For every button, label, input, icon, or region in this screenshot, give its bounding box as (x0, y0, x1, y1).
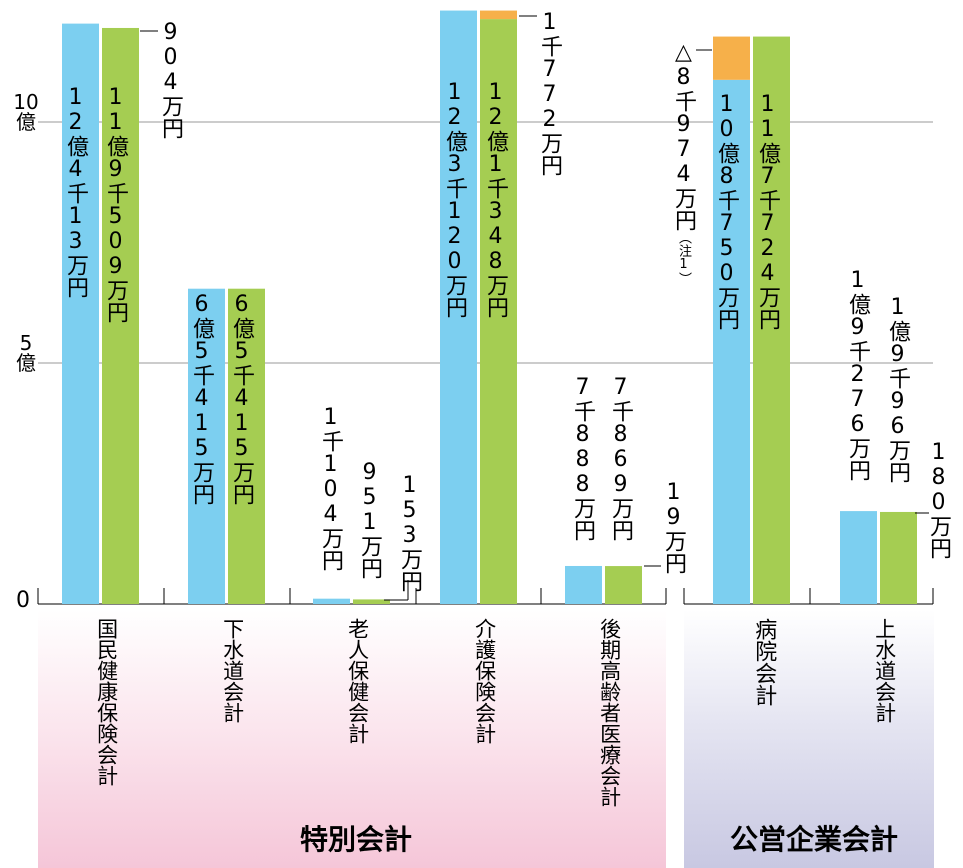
y-tick-label-2: 10 億 (13, 90, 39, 134)
green-value-label-6: 1億9千96万円 (885, 295, 910, 483)
category-label-2: 老人保健会計 (345, 618, 370, 744)
difference-label-3: 1千772万円 (537, 10, 562, 176)
bar-green-3 (480, 19, 517, 604)
bar-blue-2 (313, 598, 350, 604)
bar-green-4 (605, 566, 642, 604)
difference-label-5: △8千974万円（注1） (671, 40, 696, 285)
green-value-label-3: 12億1千348万円 (483, 80, 508, 318)
difference-label-4: 19万円 (661, 480, 686, 574)
bar-green-5 (753, 36, 790, 605)
blue-value-label-0: 12億4千13万円 (63, 85, 88, 298)
blue-value-label-1: 6億5千415万円 (189, 292, 214, 505)
bar-green-6 (880, 511, 917, 604)
y-tick-label-0: 0 (16, 588, 30, 613)
blue-value-label-4: 7千888万円 (570, 375, 595, 541)
public-enterprise-band (684, 610, 934, 868)
green-value-label-4: 7千869万円 (608, 375, 633, 541)
bar-green-1 (228, 288, 265, 604)
difference-label-2: 153万円 (397, 473, 422, 592)
category-label-0: 国民健康保険会計 (94, 618, 119, 786)
blue-value-label-6: 1億9千276万円 (845, 268, 870, 481)
group-title-special: 特別会計 (300, 823, 413, 856)
bar-blue-5 (713, 79, 750, 604)
bar-green-0 (102, 27, 139, 605)
category-label-6: 上水道会計 (872, 618, 897, 723)
group-title-enterprise: 公営企業会計 (730, 823, 899, 856)
bar-orange-3 (480, 10, 517, 20)
category-label-1: 下水道会計 (220, 618, 245, 723)
green-value-label-2: 951万円 (357, 460, 382, 579)
bar-blue-1 (188, 288, 225, 604)
bar-orange-5 (713, 36, 750, 80)
category-label-4: 後期高齢者医療会計 (597, 618, 622, 807)
special-accounts-band (38, 610, 666, 868)
green-value-label-1: 6億5千415万円 (229, 292, 254, 505)
green-value-label-0: 11億9千509万円 (103, 85, 128, 323)
green-value-label-5: 11億7千724万円 (755, 92, 780, 330)
category-label-3: 介護保険会計 (472, 618, 497, 744)
difference-label-0: 904万円 (158, 20, 183, 139)
bar-blue-3 (440, 10, 477, 605)
bar-blue-0 (62, 23, 99, 605)
category-label-5: 病院会計 (751, 618, 777, 706)
bar-blue-6 (840, 511, 877, 604)
bar-blue-4 (565, 565, 602, 604)
blue-value-label-3: 12億3千120万円 (442, 80, 467, 318)
bar-green-2 (353, 599, 390, 604)
blue-value-label-5: 10億8千750万円 (714, 92, 739, 330)
difference-note-5: （注1） (676, 231, 691, 285)
blue-value-label-2: 1千104万円 (318, 405, 343, 571)
difference-label-6: 180万円 (926, 440, 951, 559)
